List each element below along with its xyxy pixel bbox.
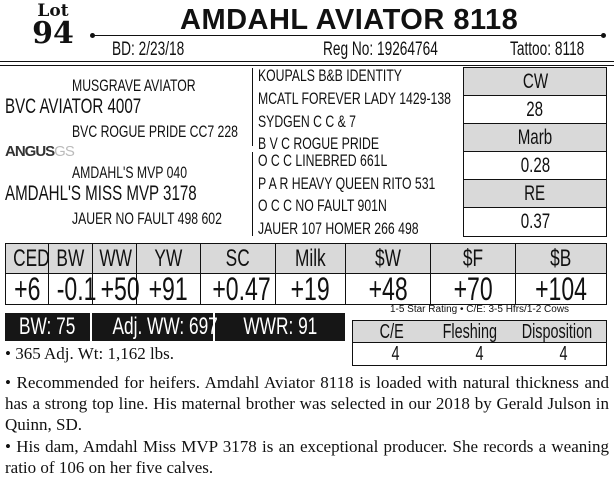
epd-sc: SC +0.47 <box>201 244 276 305</box>
rating-note: 1-5 Star Rating • C/E: 3-5 Hfrs/1-2 Cows <box>389 304 570 315</box>
weights-bar: BW: 75 Adj. WW: 697 WWR: 91 <box>5 313 345 341</box>
adj-weight-note: • 365 Adj. Wt: 1,162 lbs. <box>5 344 175 363</box>
angus-logo: ANGUSGS <box>5 143 75 160</box>
epd-sf: $F +70 <box>431 244 516 305</box>
great-grandparent: B V C ROGUE PRIDE <box>258 134 380 153</box>
lot-label: Lot <box>37 1 69 21</box>
rating-table: C/E Fleshing Disposition 4 4 4 <box>352 320 607 366</box>
adj-weaning-weight: Adj. WW: 697 <box>92 313 218 341</box>
pedigree-bracket <box>252 152 253 236</box>
rating-header-disposition: Disposition <box>521 321 593 343</box>
epd-ww: WW +50 <box>93 244 140 305</box>
marb-value: 0.28 <box>520 154 550 177</box>
cw-value: 28 <box>526 98 544 121</box>
animal-title: AMDAHL AVIATOR 8118 <box>180 4 519 36</box>
rating-header-fleshing: Fleshing <box>442 321 497 343</box>
epd-bw: BW -0.1 <box>49 244 96 305</box>
sire-dam: BVC ROGUE PRIDE CC7 228 <box>72 122 238 141</box>
rating-disposition: 4 <box>559 343 568 365</box>
re-label: RE <box>524 182 546 205</box>
epd-ced: CED +6 <box>6 244 50 305</box>
tattoo: Tattoo: 8118 <box>510 39 585 60</box>
title-rule <box>90 33 606 38</box>
birth-weight: BW: 75 <box>5 313 92 341</box>
header-double-rule <box>0 61 614 66</box>
great-grandparent: JAUER 107 HOMER 266 498 <box>258 219 419 238</box>
pedigree-bracket <box>252 68 253 146</box>
rating-ce: 4 <box>391 343 400 365</box>
great-grandparent: O C C LINEBRED 661L <box>258 151 388 170</box>
epd-table: CED +6 BW -0.1 WW +50 YW +91 SC +0.47 Milk +19… <box>5 243 607 305</box>
re-value: 0.37 <box>520 210 550 233</box>
dam: AMDAHL'S MISS MVP 3178 <box>5 182 197 205</box>
great-grandparent: P A R HEAVY QUEEN RITO 531 <box>258 174 436 193</box>
rating-fleshing: 4 <box>475 343 484 365</box>
lot-value: 94 <box>32 16 74 51</box>
great-grandparent: O C C NO FAULT 901N <box>258 196 387 215</box>
sire-sire: MUSGRAVE AVIATOR <box>72 76 196 95</box>
great-grandparent: KOUPALS B&B IDENTITY <box>258 66 402 85</box>
description-paragraph: • Recommended for heifers. Amdahl Aviato… <box>5 373 609 434</box>
epd-sw: $W +48 <box>346 244 431 305</box>
carcass-table: CW 28 Marb 0.28 RE 0.37 <box>463 67 607 237</box>
weaning-weight-ratio: WWR: 91 <box>243 313 317 340</box>
rating-header-ce: C/E <box>379 321 404 343</box>
lot-number: Lot 94 <box>30 1 76 51</box>
sire: BVC AVIATOR 4007 <box>5 95 142 118</box>
cw-label: CW <box>522 70 548 93</box>
great-grandparent: SYDGEN C C & 7 <box>258 112 356 131</box>
dam-paragraph: • His dam, Amdahl Miss MVP 3178 is an ex… <box>5 437 609 477</box>
epd-yw: YW +91 <box>137 244 201 305</box>
dam-dam: JAUER NO FAULT 498 602 <box>72 209 222 228</box>
epd-sb: $B +104 <box>516 244 606 305</box>
dam-sire: AMDAHL'S MVP 040 <box>72 163 188 182</box>
marb-label: Marb <box>517 126 553 149</box>
reg-number: Reg No: 19264764 <box>323 39 438 60</box>
birth-date: BD: 2/23/18 <box>112 39 185 60</box>
epd-milk: Milk +19 <box>276 244 346 305</box>
great-grandparent: MCATL FOREVER LADY 1429-138 <box>258 89 451 108</box>
